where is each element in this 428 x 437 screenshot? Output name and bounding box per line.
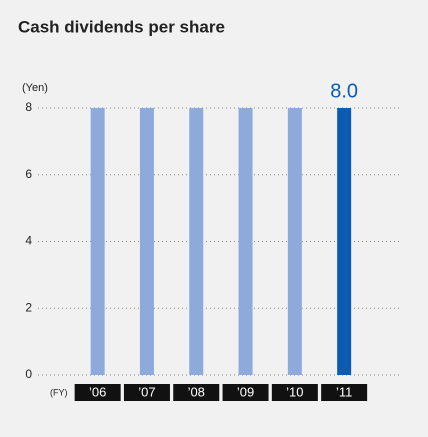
- y-tick-label: 0: [25, 367, 32, 381]
- bar: [238, 108, 253, 375]
- bar: [337, 108, 352, 375]
- y-tick-label: 8: [25, 100, 32, 114]
- chart-title: Cash dividends per share: [18, 17, 225, 36]
- y-axis-label: (Yen): [22, 82, 48, 94]
- x-tick-label: ’11: [336, 384, 352, 399]
- x-tick-label: ’10: [286, 384, 303, 399]
- category-box: [123, 384, 170, 401]
- x-axis-label: (FY): [50, 387, 68, 397]
- category-box: [222, 384, 269, 401]
- bar: [189, 108, 204, 375]
- x-tick-label: ’06: [89, 384, 106, 399]
- category-box: [271, 384, 318, 401]
- x-tick-label: ’07: [138, 384, 155, 399]
- x-tick-label: ’09: [237, 384, 254, 399]
- y-tick-label: 6: [25, 167, 32, 181]
- bar: [287, 108, 302, 375]
- y-tick-label: 4: [25, 234, 32, 248]
- category-box: [321, 384, 368, 401]
- bar: [139, 108, 154, 375]
- y-tick-label: 2: [25, 300, 32, 314]
- value-label: 8.0: [330, 80, 358, 102]
- category-box: [173, 384, 220, 401]
- bar: [90, 108, 105, 375]
- x-tick-label: ’08: [188, 384, 205, 399]
- category-box: [74, 384, 121, 401]
